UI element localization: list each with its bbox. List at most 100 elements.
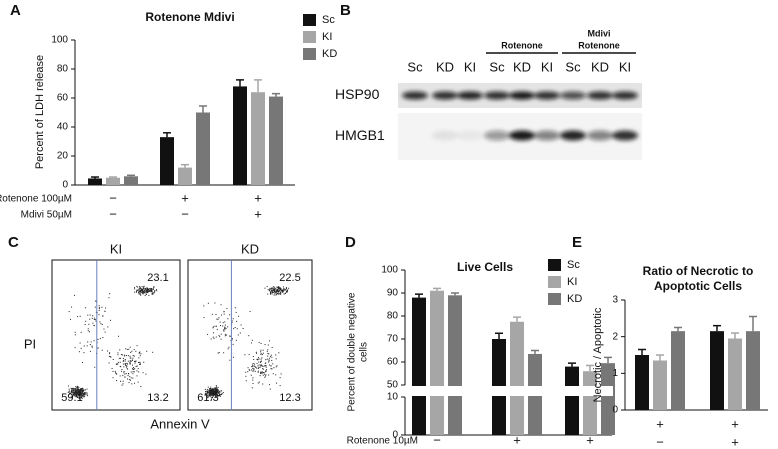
event	[76, 392, 78, 394]
event	[149, 290, 151, 292]
event	[280, 292, 282, 294]
treatment-sign: −	[433, 447, 441, 449]
event	[267, 352, 269, 354]
event	[218, 395, 220, 397]
event	[77, 385, 79, 387]
event	[74, 388, 76, 390]
event	[129, 363, 131, 365]
event	[138, 288, 140, 290]
event	[283, 289, 285, 291]
event	[83, 390, 85, 392]
event	[98, 314, 100, 316]
event	[119, 375, 121, 377]
event	[137, 286, 139, 288]
chart-title: Rotenone Mdivi	[145, 10, 234, 24]
legend-swatch	[303, 48, 316, 60]
event	[277, 288, 279, 290]
event	[143, 285, 145, 287]
event	[253, 359, 255, 361]
event	[215, 396, 217, 398]
event	[75, 391, 77, 393]
event	[272, 286, 274, 288]
event	[125, 366, 127, 368]
event	[94, 318, 96, 320]
event	[238, 315, 240, 317]
error-bar	[127, 174, 135, 177]
event	[101, 306, 103, 308]
event	[81, 395, 83, 397]
event	[140, 287, 142, 289]
event	[215, 390, 217, 392]
event	[213, 394, 215, 396]
event	[148, 287, 150, 289]
event	[139, 287, 141, 289]
event	[214, 393, 216, 395]
event	[91, 317, 93, 319]
event	[275, 354, 277, 356]
event	[209, 396, 211, 398]
event	[250, 374, 252, 376]
event	[138, 352, 140, 354]
event	[260, 361, 262, 363]
event	[135, 360, 137, 362]
y-axis-label: PI	[24, 336, 36, 351]
event	[78, 390, 80, 392]
event	[279, 288, 281, 290]
event	[285, 289, 287, 291]
event	[216, 328, 218, 330]
event	[79, 394, 81, 396]
event	[215, 392, 217, 394]
event	[269, 340, 271, 342]
event	[116, 363, 118, 365]
event	[139, 292, 141, 294]
event	[82, 387, 84, 389]
plot-frame	[187, 259, 313, 411]
event	[286, 291, 288, 293]
event	[216, 395, 218, 397]
event	[212, 336, 214, 338]
event	[276, 365, 278, 367]
event	[144, 292, 146, 294]
legend-label: Sc	[567, 259, 580, 271]
axis-break	[404, 386, 613, 396]
event	[156, 290, 158, 292]
event	[141, 292, 143, 294]
event	[211, 313, 213, 315]
legend-swatch	[303, 31, 316, 43]
event	[215, 394, 217, 396]
y-tick-label: 0	[392, 430, 398, 441]
event	[129, 362, 131, 364]
event	[86, 345, 88, 347]
event	[205, 394, 207, 396]
event	[78, 397, 80, 399]
event	[122, 354, 124, 356]
event	[117, 352, 119, 354]
event	[227, 318, 229, 320]
event	[262, 352, 264, 354]
event	[121, 370, 123, 372]
legend-label: KI	[322, 31, 332, 43]
event	[69, 318, 71, 320]
event	[272, 363, 274, 365]
event	[112, 370, 114, 372]
event	[128, 382, 130, 384]
event	[133, 355, 135, 357]
event	[124, 360, 126, 362]
event	[257, 357, 259, 359]
event	[98, 308, 100, 310]
event	[132, 364, 134, 366]
event	[272, 289, 274, 291]
event	[262, 349, 264, 351]
event	[89, 344, 91, 346]
event	[83, 389, 85, 391]
event	[221, 393, 223, 395]
event	[149, 289, 151, 291]
event	[84, 392, 86, 394]
event	[211, 397, 213, 399]
event	[108, 297, 110, 299]
event	[119, 380, 121, 382]
event	[208, 395, 210, 397]
treatment-sign: +	[586, 447, 594, 449]
event	[75, 388, 77, 390]
